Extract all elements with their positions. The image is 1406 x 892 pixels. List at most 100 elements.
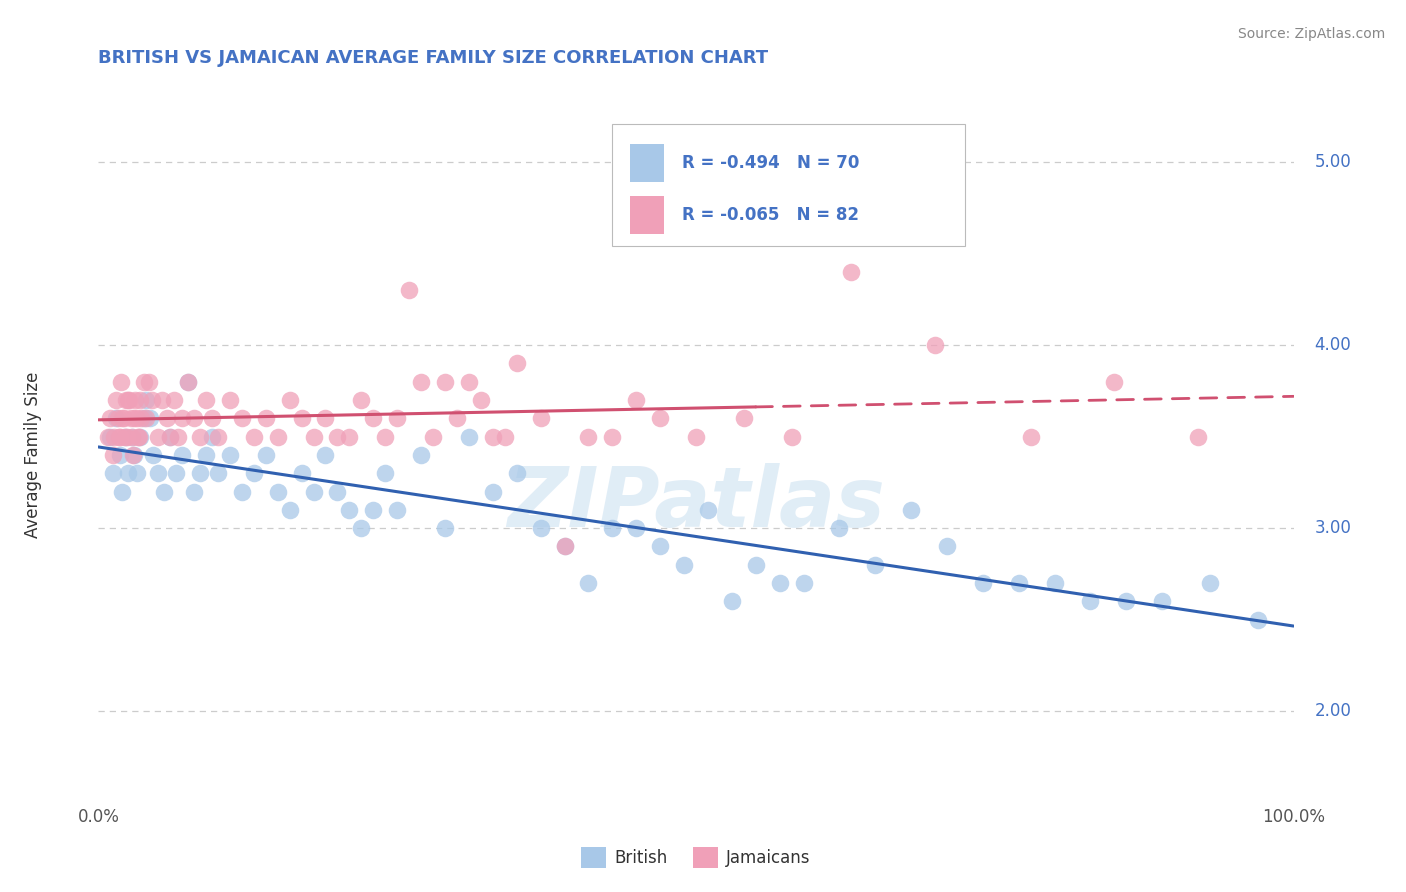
Point (231, 484, 253, 499)
Point (374, 467, 396, 481)
Point (697, 503, 720, 517)
Point (1080, 594, 1102, 608)
Point (165, 467, 187, 481)
Point (148, 467, 170, 481)
Point (494, 429, 516, 443)
Point (207, 429, 229, 443)
Point (337, 503, 360, 517)
Point (172, 448, 194, 462)
Point (98, 429, 122, 443)
Point (768, 576, 790, 591)
Point (114, 429, 136, 443)
Point (167, 429, 190, 443)
Text: 4.00: 4.00 (1315, 336, 1351, 354)
Point (107, 429, 129, 443)
Point (117, 467, 139, 481)
Point (350, 521, 373, 535)
Point (138, 375, 160, 389)
Point (103, 429, 125, 443)
Point (685, 429, 707, 443)
Point (1115, 594, 1137, 608)
Point (924, 338, 946, 352)
FancyBboxPatch shape (630, 144, 664, 182)
Point (163, 392, 186, 407)
Point (111, 411, 134, 425)
Point (433, 521, 456, 535)
Point (153, 484, 176, 499)
Point (1043, 576, 1066, 591)
Point (155, 411, 177, 425)
Point (326, 484, 349, 499)
Point (290, 467, 312, 481)
Text: 2.00: 2.00 (1315, 702, 1351, 720)
Point (118, 392, 141, 407)
Point (624, 392, 647, 407)
Point (506, 467, 529, 481)
Text: R = -0.065   N = 82: R = -0.065 N = 82 (682, 206, 859, 224)
Point (936, 540, 959, 554)
Point (411, 375, 433, 389)
Point (115, 429, 138, 443)
FancyBboxPatch shape (630, 195, 664, 234)
Point (326, 429, 349, 443)
Point (115, 392, 138, 407)
Point (107, 411, 129, 425)
Point (793, 576, 815, 591)
Point (201, 411, 224, 425)
Point (363, 411, 385, 425)
Point (122, 448, 145, 462)
Point (129, 429, 152, 443)
Point (254, 448, 277, 462)
Text: R = -0.494   N = 70: R = -0.494 N = 70 (682, 153, 859, 171)
Point (733, 411, 755, 425)
Point (600, 521, 623, 535)
Point (576, 429, 599, 443)
Point (529, 521, 551, 535)
Point (363, 503, 385, 517)
Point (150, 392, 173, 407)
Point (108, 429, 131, 443)
Point (267, 484, 290, 499)
Point (125, 411, 148, 425)
Point (648, 411, 672, 425)
Point (278, 392, 301, 407)
Point (576, 576, 599, 591)
Point (117, 392, 139, 407)
Point (219, 448, 242, 462)
Point (129, 392, 152, 407)
FancyBboxPatch shape (612, 124, 965, 246)
Point (101, 448, 124, 462)
Point (374, 429, 396, 443)
Point (141, 392, 163, 407)
Point (624, 521, 647, 535)
Point (470, 392, 492, 407)
Point (177, 375, 200, 389)
Text: ZIPatlas: ZIPatlas (508, 463, 884, 544)
Point (290, 411, 312, 425)
Point (101, 467, 124, 481)
Point (828, 521, 851, 535)
Text: Average Family Size: Average Family Size (24, 372, 42, 538)
Point (172, 411, 194, 425)
Point (302, 429, 325, 443)
Point (188, 467, 211, 481)
Point (1187, 429, 1209, 443)
Point (98, 411, 122, 425)
Point (1198, 576, 1220, 591)
Point (600, 429, 623, 443)
Point (385, 503, 409, 517)
Point (97, 429, 120, 443)
Text: Source: ZipAtlas.com: Source: ZipAtlas.com (1237, 27, 1385, 41)
Point (900, 503, 922, 517)
Point (863, 558, 886, 572)
Point (529, 411, 551, 425)
Point (105, 392, 128, 407)
Point (127, 429, 149, 443)
Point (110, 375, 132, 389)
Point (278, 503, 301, 517)
Point (337, 429, 360, 443)
Point (135, 392, 157, 407)
Point (457, 429, 479, 443)
Point (128, 429, 150, 443)
Point (207, 467, 229, 481)
